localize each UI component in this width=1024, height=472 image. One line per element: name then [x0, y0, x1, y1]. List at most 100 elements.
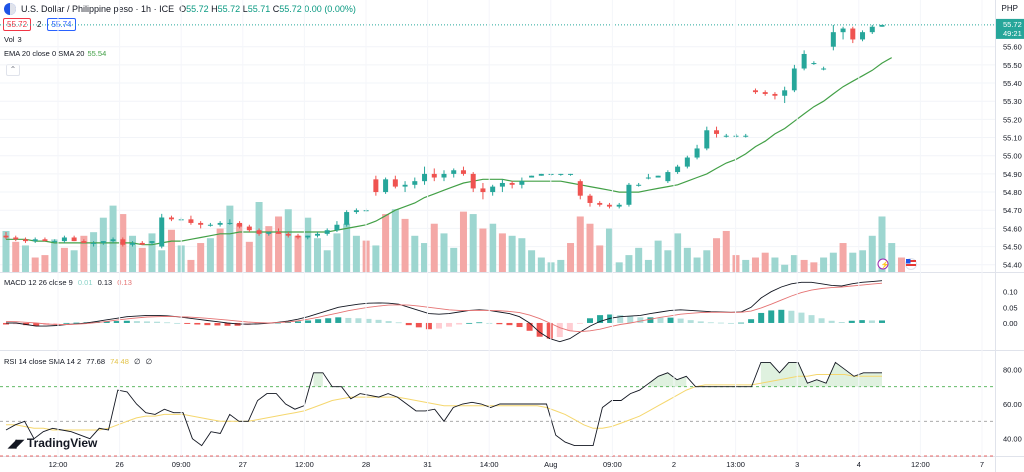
candle-body [256, 230, 262, 234]
rsi-overbought-fill [676, 376, 687, 387]
candle-body [168, 217, 174, 220]
volume-bar [236, 223, 244, 272]
macd-histogram-bar [707, 322, 714, 324]
tradingview-wordmark: TradingView [26, 436, 98, 450]
rsi-overbought-fill [760, 362, 771, 387]
macd-histogram-bar [395, 322, 402, 324]
macd-histogram-bar [657, 317, 664, 323]
time-tick-label: 13:00 [726, 460, 745, 469]
price-tick-label: 54.80 [1003, 188, 1022, 197]
candle-body [772, 93, 778, 96]
volume-bar [294, 235, 302, 272]
rsi-overbought-fill [816, 379, 827, 387]
volume-bar [372, 245, 380, 272]
volume-bar [2, 230, 10, 272]
ema-legend[interactable]: EMA 20 close 0 SMA 20 55.54 [4, 49, 107, 58]
macd-histogram-bar [224, 322, 231, 326]
rsi-extra-1: ∅ [133, 357, 141, 366]
candle-body [61, 237, 67, 242]
candle-body [22, 239, 28, 242]
time-tick-label: 31 [423, 460, 431, 469]
candle-body [159, 217, 165, 247]
macd-histogram-bar [143, 321, 150, 323]
volume-bar [430, 223, 438, 272]
macd-tick-label: 0.10 [1003, 288, 1018, 297]
macd-histogram-bar [828, 320, 835, 323]
price-tick-label: 55.30 [1003, 97, 1022, 106]
candle-body [645, 177, 651, 179]
macd-histogram-bar [184, 322, 191, 324]
volume-bar [897, 257, 905, 272]
macd-legend[interactable]: MACD 12 26 close 9 0.01 0.13 0.13 [4, 278, 132, 287]
macd-histogram-bar [516, 322, 523, 328]
candle-body [626, 184, 632, 205]
candle-body [509, 182, 515, 185]
volume-bar [304, 217, 312, 272]
candle-body [636, 184, 642, 186]
candle-body [791, 68, 797, 91]
price-tick-label: 55.40 [1003, 79, 1022, 88]
volume-bar [722, 230, 730, 272]
volume-bar [129, 235, 137, 272]
time-tick-label: 3 [795, 460, 799, 469]
volume-bar [586, 223, 594, 272]
time-tick-label: 12:00 [295, 460, 314, 469]
candle-body [207, 224, 213, 226]
symbol-title[interactable]: U.S. Dollar / Philippine peso · 1h · ICE [21, 4, 175, 14]
price-tick-label: 54.90 [1003, 170, 1022, 179]
us-flag-canton [906, 259, 911, 264]
macd-histogram-bar [63, 322, 70, 324]
candle-body [71, 237, 77, 242]
macd-histogram-bar [415, 322, 422, 328]
macd-histogram-bar [738, 322, 745, 324]
macd-histogram-bar [446, 322, 453, 327]
candle-body [762, 92, 768, 94]
macd-histogram-bar [305, 320, 312, 323]
macd-histogram-bar [174, 322, 181, 324]
volume-bar [352, 235, 360, 272]
volume-bar [635, 247, 643, 272]
time-tick-label: Aug [544, 460, 557, 469]
lightning-icon[interactable] [877, 258, 889, 270]
rsi-line [5, 361, 882, 447]
tradingview-logo: ◢◤ TradingView [8, 436, 97, 450]
macd-histogram-bar [375, 319, 382, 323]
candle-body [373, 179, 379, 193]
ema-line [6, 57, 892, 246]
macd-histogram-bar [154, 321, 161, 323]
volume-bar [771, 257, 779, 272]
candle-body [383, 179, 389, 193]
vol-legend[interactable]: Vol 3 [4, 35, 22, 44]
volume-bar [469, 214, 477, 272]
macd-histogram-bar [355, 318, 362, 323]
macd-histogram-bar [13, 322, 20, 325]
time-tick-label: 28 [362, 460, 370, 469]
tradingview-logo-icon: ◢◤ [8, 437, 24, 450]
rsi-overbought-fill [770, 362, 780, 387]
time-tick-label: 4 [857, 460, 861, 469]
candle-body [830, 32, 836, 47]
candle-body [81, 241, 87, 243]
macd-tick-label: 0.05 [1003, 303, 1018, 312]
volume-bar [255, 202, 263, 272]
macd-histogram-bar [798, 312, 805, 323]
candle-body [480, 188, 486, 193]
volume-bar [800, 259, 808, 272]
candle-body [227, 222, 233, 224]
rsi-value: 77.68 [86, 357, 105, 366]
candle-body [490, 186, 496, 193]
candle-body [314, 233, 320, 236]
volume-bar [70, 250, 78, 272]
candle-body [616, 204, 622, 207]
volume-bar [265, 226, 273, 272]
candle-body [100, 241, 106, 243]
macd-histogram-bar [576, 322, 583, 324]
macd-histogram-bar [335, 317, 342, 323]
macd-histogram-bar [133, 321, 140, 323]
macd-histogram-bar [345, 317, 352, 323]
price-tick-label: 54.50 [1003, 243, 1022, 252]
macd-histogram-bar [506, 322, 513, 326]
price-tick-label: 54.40 [1003, 261, 1022, 270]
volume-bar [148, 233, 156, 272]
